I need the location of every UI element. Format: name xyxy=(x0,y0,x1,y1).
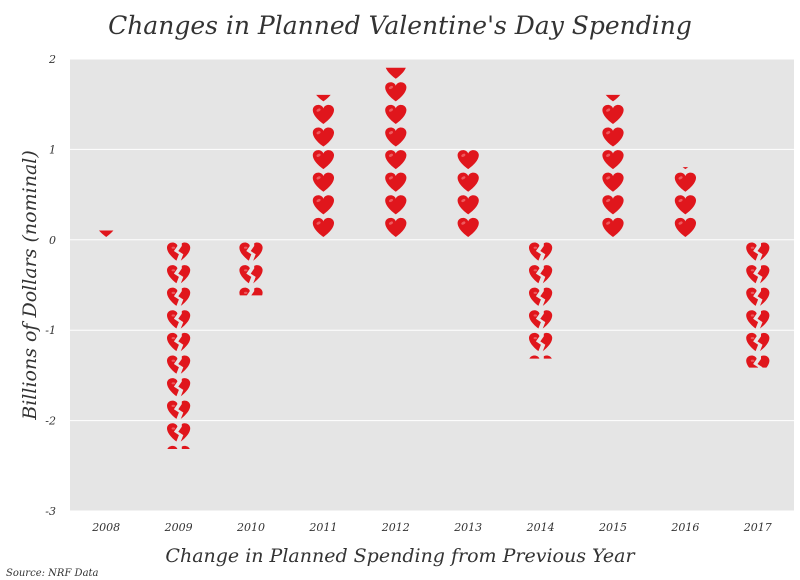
heart-icon xyxy=(602,150,624,170)
y-tick-label: -1 xyxy=(45,324,56,337)
heart-icon xyxy=(602,195,624,215)
heart-icon xyxy=(312,172,335,192)
y-tick-label: 2 xyxy=(48,53,56,66)
heart-icon xyxy=(602,172,624,192)
source-note: Source: NRF Data xyxy=(6,568,99,579)
y-axis-title: Billions of Dollars (nominal) xyxy=(19,150,41,421)
plot-area xyxy=(70,59,794,511)
y-tick-label: -2 xyxy=(45,415,56,428)
heart-icon xyxy=(674,217,697,237)
heart-icon xyxy=(385,195,407,215)
x-axis-title: Change in Planned Spending from Previous… xyxy=(165,545,636,567)
heart-icon xyxy=(605,94,621,102)
heart-icon xyxy=(312,150,335,170)
heart-icon xyxy=(385,104,407,124)
x-tick-label: 2015 xyxy=(598,521,627,534)
heart-icon xyxy=(385,67,406,79)
heart-icon xyxy=(312,127,335,147)
heart-icon xyxy=(385,127,407,147)
x-axis-ticks: 2008 2009 2010 2011 2012 2013 2014 2015 2016 2017 xyxy=(91,521,772,534)
gridlines xyxy=(70,58,794,512)
heart-icon xyxy=(385,217,407,237)
broken-heart-icon xyxy=(239,287,263,296)
heart-icon xyxy=(674,172,697,192)
heart-icon xyxy=(457,150,479,170)
x-tick-label: 2009 xyxy=(164,521,193,534)
y-tick-label: 1 xyxy=(49,143,56,156)
x-tick-label: 2010 xyxy=(236,521,265,534)
chart-title: Changes in Planned Valentine's Day Spend… xyxy=(108,11,692,40)
heart-icon xyxy=(602,104,624,124)
heart-icon xyxy=(674,195,697,215)
x-tick-label: 2012 xyxy=(381,521,410,534)
heart-icon xyxy=(602,127,624,147)
heart-icon xyxy=(385,82,407,102)
x-tick-label: 2011 xyxy=(308,521,337,534)
x-tick-label: 2008 xyxy=(91,521,120,534)
heart-icon xyxy=(312,104,335,124)
heart-icon xyxy=(457,172,479,192)
heart-icon xyxy=(98,230,114,237)
x-tick-label: 2014 xyxy=(526,521,555,534)
x-tick-label: 2017 xyxy=(743,521,772,534)
heart-icon xyxy=(602,217,624,237)
y-tick-label: -3 xyxy=(45,505,56,518)
y-axis-ticks: 2 1 0 -1 -2 -3 xyxy=(45,53,56,518)
heart-icon xyxy=(385,150,407,170)
heart-icon xyxy=(457,217,479,237)
heart-icon xyxy=(385,172,407,192)
heart-icon xyxy=(312,217,335,237)
heart-icon xyxy=(457,195,479,215)
heart-icon xyxy=(682,167,688,170)
heart-icon xyxy=(316,94,331,102)
x-tick-label: 2013 xyxy=(453,521,482,534)
x-tick-label: 2016 xyxy=(670,521,699,534)
heart-icon xyxy=(312,195,335,215)
y-tick-label: 0 xyxy=(49,234,56,247)
